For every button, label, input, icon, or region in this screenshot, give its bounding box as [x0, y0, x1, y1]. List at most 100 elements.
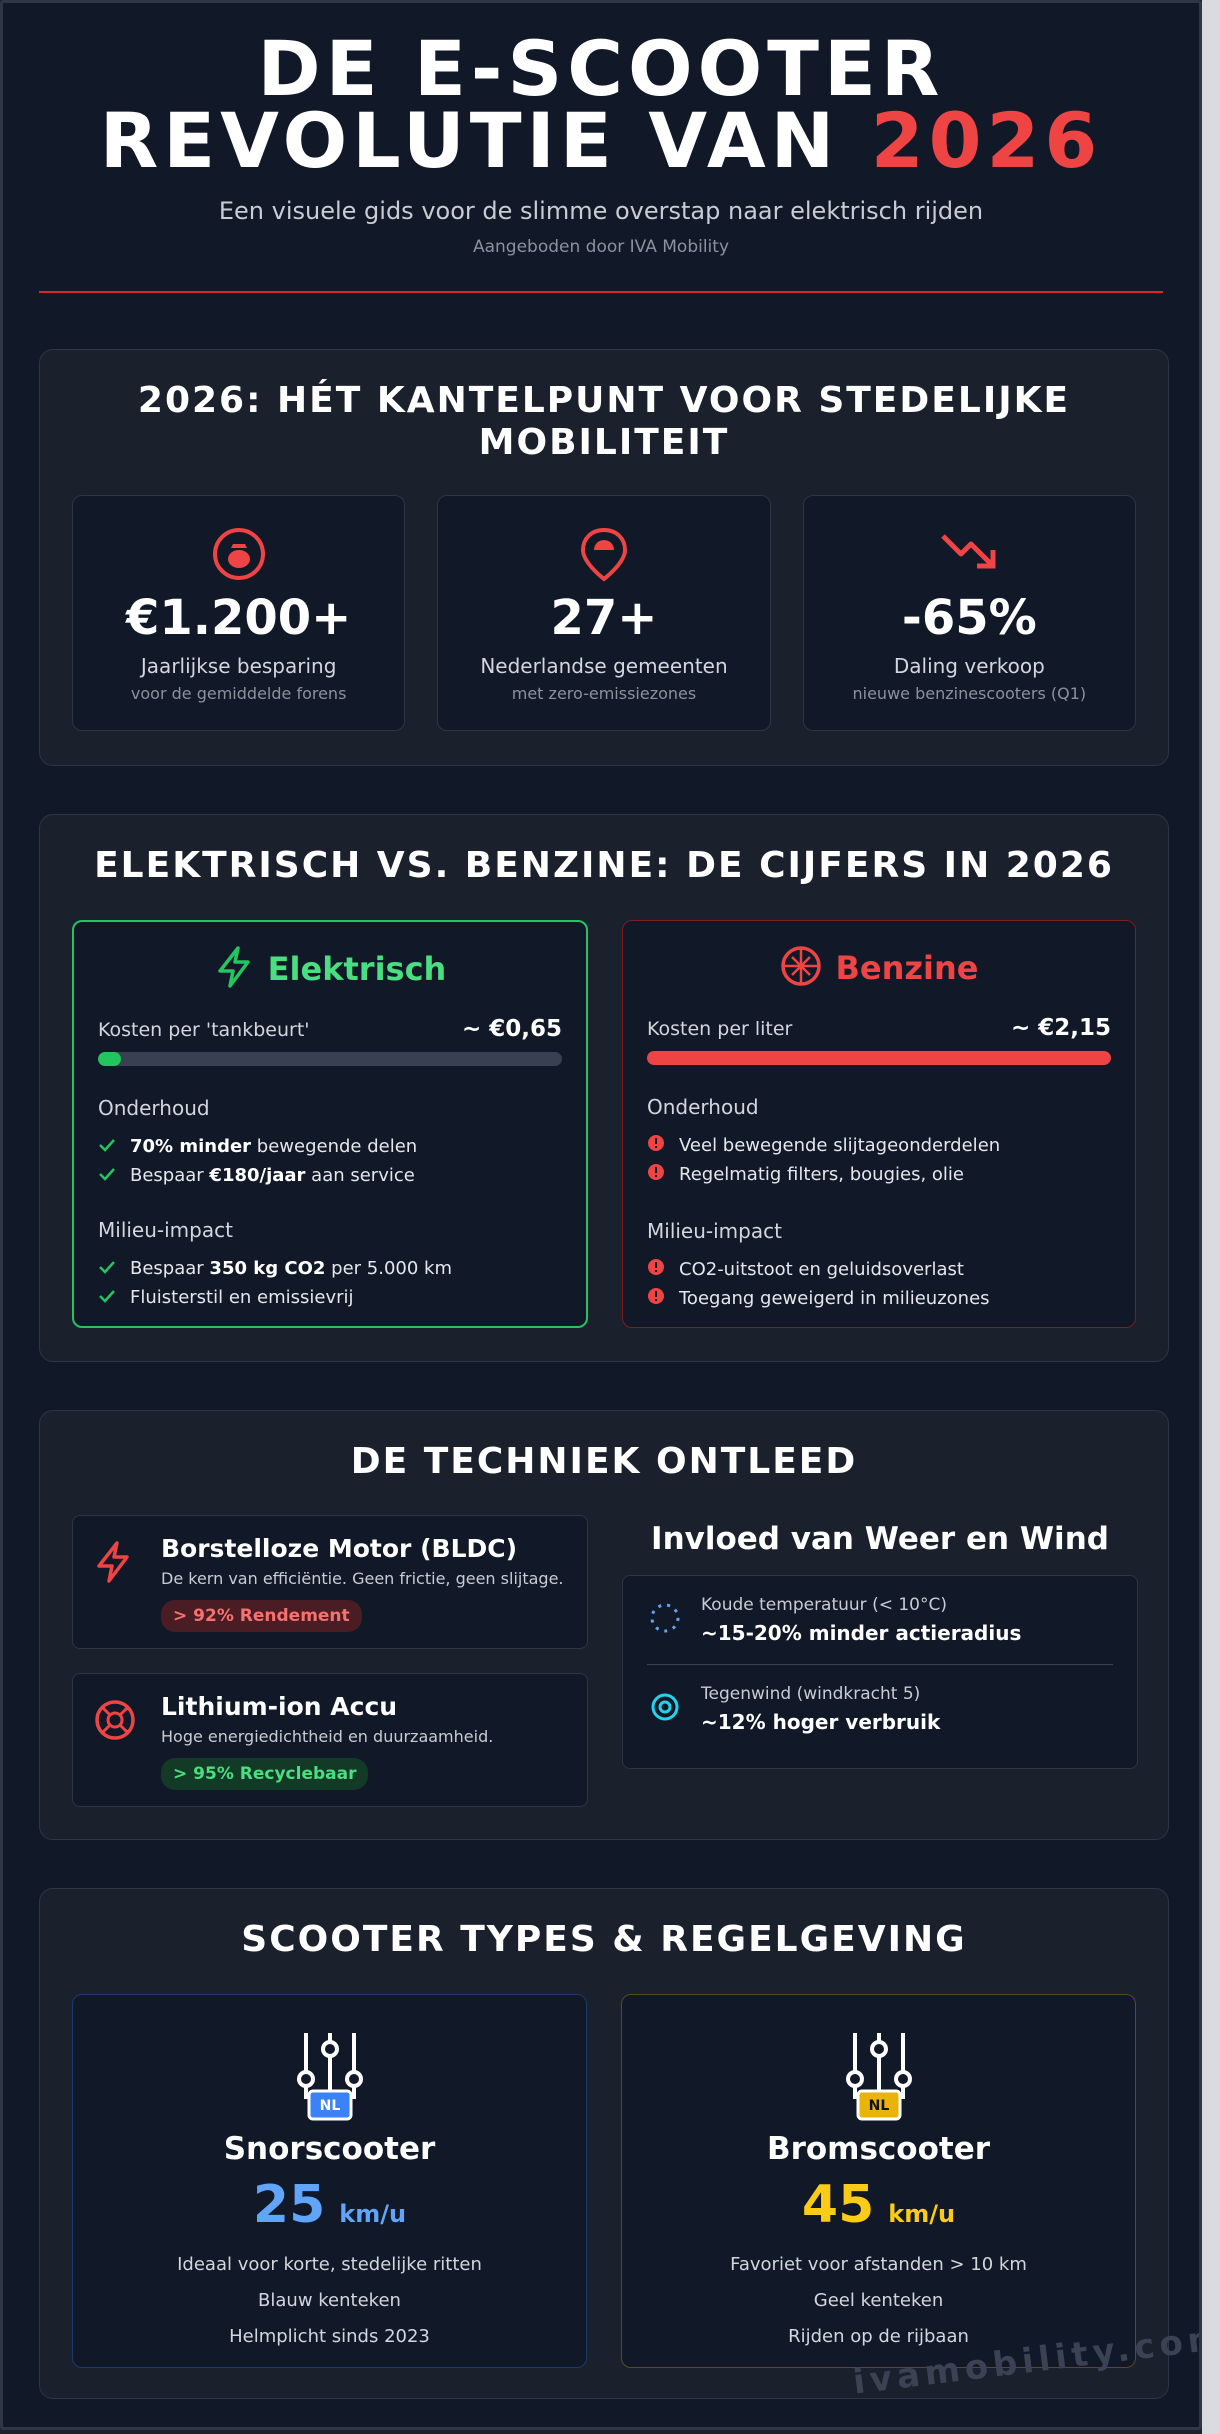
sliders-icon: NL [622, 2029, 1135, 2125]
type-speed: 25 km/u [73, 2175, 586, 2235]
cost-bar-track [98, 1052, 562, 1066]
sliders-icon: NL [73, 2029, 586, 2125]
wind-icon [647, 1689, 683, 1729]
list-item: Bespaar €180/jaar aan service [98, 1161, 562, 1190]
weather-value: ~15-20% minder actieradius [701, 1621, 1022, 1645]
stat-value: 27+ [550, 590, 658, 646]
check-icon [98, 1136, 116, 1157]
list-item: CO2-uitstoot en geluidsoverlast [647, 1255, 1111, 1284]
battery-card: Lithium-ion Accu Hoge energiedichtheid e… [72, 1673, 588, 1807]
speed-value: 45 [801, 2175, 875, 2235]
maintenance-list: 70% minder bewegende delen Bespaar €180/… [98, 1132, 562, 1190]
impact-list: CO2-uitstoot en geluidsoverlast Toegang … [647, 1255, 1111, 1313]
tech-cards: Borstelloze Motor (BLDC) De kern van eff… [72, 1515, 588, 1831]
motor-title: Borstelloze Motor (BLDC) [161, 1534, 518, 1563]
title-prefix: REVOLUTIE VAN [99, 96, 871, 185]
cost-row: Kosten per liter ~ €2,15 [647, 1015, 1111, 1041]
weather-label: Koude temperatuur (< 10°C) [701, 1595, 947, 1615]
speed-unit: km/u [339, 2200, 407, 2228]
maintenance-label: Onderhoud [98, 1096, 210, 1120]
cost-bar-track [647, 1051, 1111, 1065]
stat-label: Nederlandse gemeenten [480, 654, 728, 678]
petrol-header: Benzine [647, 945, 1111, 991]
stat-card-municipalities: 27+ Nederlandse gemeenten met zero-emiss… [437, 495, 771, 731]
types-row: NL Snorscooter 25 km/u Ideaal voor korte,… [72, 1994, 1136, 2368]
cost-label: Kosten per liter [647, 1018, 793, 1040]
efficiency-badge: > 92% Rendement [161, 1600, 362, 1632]
stat-value: -65% [901, 590, 1037, 646]
money-bag-icon [73, 526, 404, 582]
alert-icon [647, 1163, 665, 1186]
section-comparison: ELEKTRISCH VS. BENZINE: DE CIJFERS IN 20… [39, 814, 1169, 1362]
type-lines: Ideaal voor korte, stedelijke ritten Bla… [73, 2247, 586, 2355]
section-title: 2026: HÉT KANTELPUNT VOOR STEDELIJKE MOB… [137, 380, 1071, 463]
cost-row: Kosten per 'tankbeurt' ~ €0,65 [98, 1016, 562, 1042]
stat-card-savings: €1.200+ Jaarlijkse besparing voor de gem… [72, 495, 406, 731]
alert-icon [647, 1287, 665, 1310]
impact-label: Milieu-impact [647, 1219, 782, 1243]
section-technique: DE TECHNIEK ONTLEED Borstelloze Motor (B… [39, 1410, 1169, 1840]
electric-title: Elektrisch [267, 950, 447, 988]
stat-card-sales-drop: -65% Daling verkoop nieuwe benzinescoote… [802, 495, 1136, 731]
weather-card: Koude temperatuur (< 10°C) ~15-20% minde… [622, 1575, 1138, 1769]
speed-unit: km/u [888, 2200, 956, 2228]
section-title: SCOOTER TYPES & REGELGEVING [241, 1919, 967, 1960]
header: DE E-SCOOTER REVOLUTIE VAN 2026 Een visu… [3, 3, 1199, 258]
stat-sub: met zero-emissiezones [511, 684, 697, 703]
weather-row-cold: Koude temperatuur (< 10°C) ~15-20% minde… [647, 1576, 1113, 1664]
list-item: Bespaar 350 kg CO2 per 5.000 km [98, 1254, 562, 1283]
list-item: 70% minder bewegende delen [98, 1132, 562, 1161]
weather-title: Invloed van Weer en Wind [651, 1521, 1109, 1557]
electric-header: Elektrisch [98, 946, 562, 992]
type-name: Snorscooter [223, 2131, 436, 2167]
type-lines: Favoriet voor afstanden > 10 km Geel ken… [622, 2247, 1135, 2355]
weather-row-wind: Tegenwind (windkracht 5) ~12% hoger verb… [647, 1664, 1113, 1752]
stat-value: €1.200+ [125, 590, 352, 646]
motor-desc: De kern van efficiëntie. Geen frictie, g… [161, 1569, 564, 1588]
petrol-title: Benzine [835, 949, 979, 987]
subtitle: Een visuele gids voor de slimme overstap… [218, 197, 984, 225]
title-line-1: DE E-SCOOTER [257, 24, 945, 113]
stat-sub: nieuwe benzinescooters (Q1) [852, 684, 1087, 703]
lightning-icon [93, 1540, 133, 1588]
alert-icon [647, 1258, 665, 1281]
gas-pump-icon [780, 945, 822, 991]
byline: Aangeboden door IVA Mobility [472, 237, 730, 257]
type-line: Geel kenteken [813, 2290, 944, 2311]
type-line: Rijden op de rijbaan [788, 2326, 969, 2347]
cost-bar-fill [98, 1052, 122, 1066]
list-item: Fluisterstil en emissievrij [98, 1283, 562, 1312]
motor-card: Borstelloze Motor (BLDC) De kern van eff… [72, 1515, 588, 1649]
speed-value: 25 [252, 2175, 326, 2235]
trend-down-icon [804, 526, 1135, 582]
header-divider [39, 291, 1163, 293]
weather-value: ~12% hoger verbruik [701, 1709, 941, 1734]
scrollbar-track[interactable] [1202, 0, 1220, 2434]
weather-label: Tegenwind (windkracht 5) [701, 1683, 921, 1704]
recycle-badge: > 95% Recyclebaar [161, 1758, 369, 1790]
section-types: SCOOTER TYPES & REGELGEVING NL Snorscoot… [39, 1888, 1169, 2399]
weather-panel: Invloed van Weer en Wind Koude temperatu… [622, 1515, 1138, 1769]
type-name: Bromscooter [766, 2131, 991, 2167]
check-icon [98, 1258, 116, 1279]
list-item: Veel bewegende slijtageonderdelen [647, 1131, 1111, 1160]
type-line: Favoriet voor afstanden > 10 km [730, 2254, 1027, 2275]
maintenance-list: Veel bewegende slijtageonderdelen Regelm… [647, 1131, 1111, 1189]
electric-card: Elektrisch Kosten per 'tankbeurt' ~ €0,6… [72, 920, 588, 1328]
battery-title: Lithium-ion Accu [161, 1692, 398, 1721]
list-item: Regelmatig filters, bougies, olie [647, 1160, 1111, 1189]
battery-desc: Hoge energiedichtheid en duurzaamheid. [161, 1727, 494, 1746]
list-item: Toegang geweigerd in milieuzones [647, 1284, 1111, 1313]
type-card-snorscooter: NL Snorscooter 25 km/u Ideaal voor korte,… [72, 1994, 587, 2368]
type-line: Helmplicht sinds 2023 [229, 2326, 430, 2347]
stat-label: Jaarlijkse besparing [140, 654, 337, 678]
check-icon [98, 1165, 116, 1186]
type-speed: 45 km/u [622, 2175, 1135, 2235]
map-pin-icon [438, 526, 769, 582]
section-title: ELEKTRISCH VS. BENZINE: DE CIJFERS IN 20… [94, 845, 1114, 886]
cost-value: ~ €0,65 [461, 1016, 562, 1042]
cost-label: Kosten per 'tankbeurt' [98, 1019, 310, 1041]
title-line-2: REVOLUTIE VAN 2026 [3, 103, 1199, 179]
plate-badge: NL [319, 2098, 340, 2114]
